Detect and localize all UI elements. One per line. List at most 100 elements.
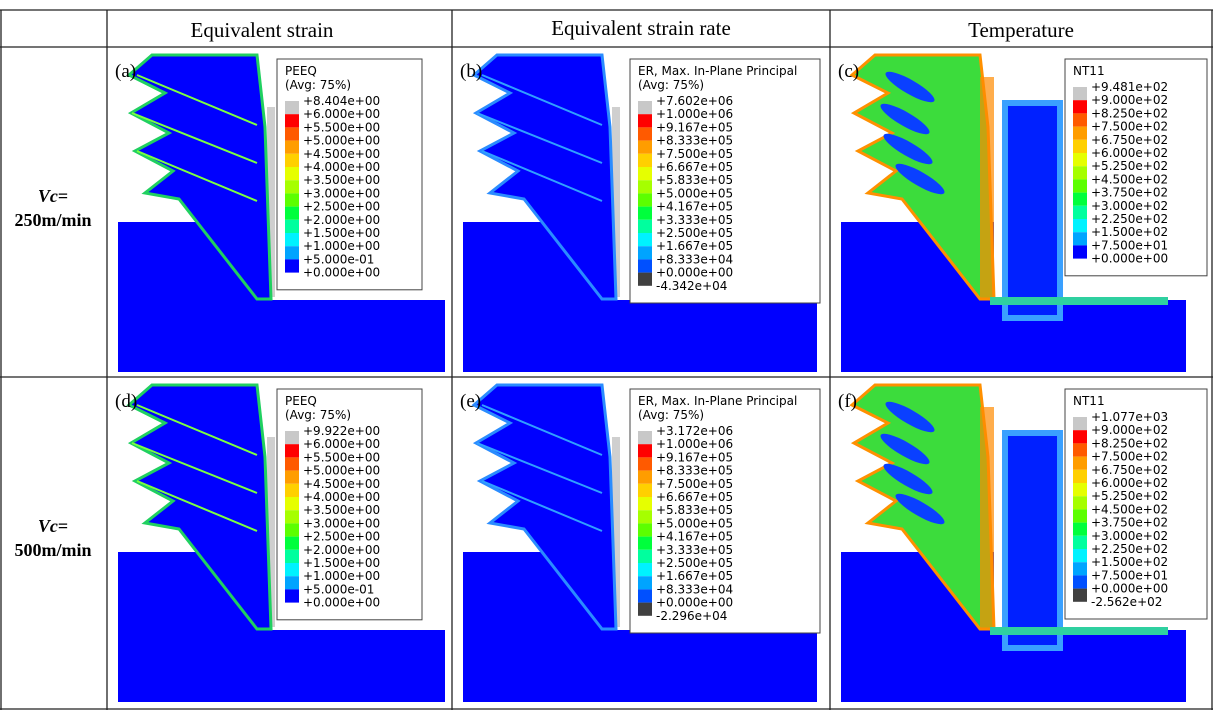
legend-label: +5.000e+05 <box>656 186 733 200</box>
legend-swatch <box>1073 469 1087 483</box>
workpiece <box>612 630 817 702</box>
legend-swatch <box>1073 153 1087 167</box>
legend-title: ER, Max. In-Plane Principal <box>638 64 797 78</box>
legend-swatch <box>1073 100 1087 114</box>
legend-label: +5.500e+00 <box>303 120 380 134</box>
legend-swatch <box>1073 443 1087 457</box>
legend-label: +7.500e+01 <box>1091 238 1168 252</box>
legend-swatch <box>1073 192 1087 206</box>
legend-swatch <box>285 470 299 484</box>
legend-swatch <box>1073 417 1087 431</box>
legend-swatch <box>285 457 299 471</box>
legend-label: +6.000e+00 <box>303 107 380 121</box>
legend-label: +1.000e+06 <box>656 107 733 121</box>
tool <box>612 107 620 297</box>
row-label: Vc= <box>38 516 68 536</box>
legend-label: +2.000e+00 <box>303 543 380 557</box>
legend-box <box>629 58 821 304</box>
chip-cold-zone <box>885 401 935 433</box>
legend-swatch <box>638 523 652 537</box>
panel-tag: (a) <box>115 61 136 82</box>
legend-label: +7.602e+06 <box>656 94 733 108</box>
legend-label: +6.000e+00 <box>303 437 380 451</box>
shear-band <box>481 150 603 202</box>
legend-label: +3.500e+00 <box>303 503 380 517</box>
legend-swatch <box>638 180 652 194</box>
legend-swatch <box>638 431 652 445</box>
shear-band <box>136 404 258 456</box>
legend-swatch <box>638 114 652 128</box>
legend-label: +0.000e+00 <box>303 596 380 610</box>
shear-band <box>476 442 603 494</box>
shear-band <box>481 404 603 456</box>
equals-sign: = <box>58 516 68 536</box>
legend-swatch <box>1073 588 1087 602</box>
legend-swatch <box>285 180 299 194</box>
legend-swatch <box>285 549 299 563</box>
shear-zone <box>980 77 994 299</box>
legend-label: +3.000e+02 <box>1091 529 1168 543</box>
legend-box <box>276 58 423 291</box>
legend-swatch <box>285 206 299 220</box>
tool <box>612 437 620 627</box>
legend-label: +5.000e+00 <box>303 464 380 478</box>
legend-label: +4.500e+00 <box>303 147 380 161</box>
tool <box>1002 430 1063 651</box>
legend-label: +2.500e+05 <box>656 556 733 570</box>
panel-tag: (b) <box>460 61 482 82</box>
legend-label: +2.500e+00 <box>303 530 380 544</box>
legend-label: +6.750e+02 <box>1091 133 1168 147</box>
legend-label: +5.833e+05 <box>656 503 733 517</box>
legend-label: +0.000e+00 <box>656 596 733 610</box>
chip-cold-zone <box>880 103 930 135</box>
legend-swatch <box>1073 496 1087 510</box>
legend-label: +4.000e+00 <box>303 160 380 174</box>
legend-label: +1.500e+02 <box>1091 225 1168 239</box>
legend-swatch <box>638 444 652 458</box>
legend-label: +5.000e+05 <box>656 516 733 530</box>
workpiece <box>612 300 817 372</box>
legend-title: PEEQ <box>285 394 317 408</box>
legend-label: +5.500e+00 <box>303 450 380 464</box>
legend-swatch <box>285 510 299 524</box>
workpiece <box>267 630 445 702</box>
legend-label: +0.000e+00 <box>656 266 733 280</box>
legend-swatch <box>638 272 652 286</box>
legend-swatch <box>638 483 652 497</box>
legend-label: +4.500e+02 <box>1091 172 1168 186</box>
legend-title: (Avg: 75%) <box>638 408 704 422</box>
legend-label: +6.000e+02 <box>1091 476 1168 490</box>
shear-band <box>481 480 603 532</box>
panel: (e) ER, Max. In-Plane Principal(Avg: 75%)… <box>460 383 821 702</box>
legend-swatch <box>1073 456 1087 470</box>
legend-swatch <box>638 167 652 181</box>
legend-label: +9.000e+02 <box>1091 93 1168 107</box>
shear-zone <box>980 407 994 629</box>
legend-swatch <box>1073 562 1087 576</box>
legend-swatch <box>1073 219 1087 233</box>
shear-band <box>481 74 603 126</box>
legend-box <box>276 388 423 621</box>
legend-box <box>1064 58 1208 277</box>
legend-swatch <box>638 470 652 484</box>
legend-swatch <box>285 259 299 273</box>
legend-label: +4.167e+05 <box>656 530 733 544</box>
legend-swatch <box>285 431 299 445</box>
legend-swatch <box>1073 232 1087 246</box>
legend-box <box>1064 388 1208 620</box>
legend-swatch <box>1073 535 1087 549</box>
legend-label: +1.500e+02 <box>1091 555 1168 569</box>
legend-label: +2.250e+02 <box>1091 212 1168 226</box>
legend-swatch <box>1073 139 1087 153</box>
panel: (c) NT11+9.481e+02+9.000e+02+8.250e+02+7.… <box>838 53 1208 372</box>
legend-label: +3.333e+05 <box>656 543 733 557</box>
legend-label: +2.250e+02 <box>1091 542 1168 556</box>
legend-label: +4.500e+02 <box>1091 502 1168 516</box>
legend-label: +7.500e+05 <box>656 147 733 161</box>
legend-swatch <box>285 483 299 497</box>
shear-band <box>136 150 258 202</box>
chip-cold-zone <box>895 163 945 195</box>
legend-swatch <box>638 233 652 247</box>
legend-swatch <box>285 233 299 247</box>
legend-label: +9.000e+02 <box>1091 423 1168 437</box>
